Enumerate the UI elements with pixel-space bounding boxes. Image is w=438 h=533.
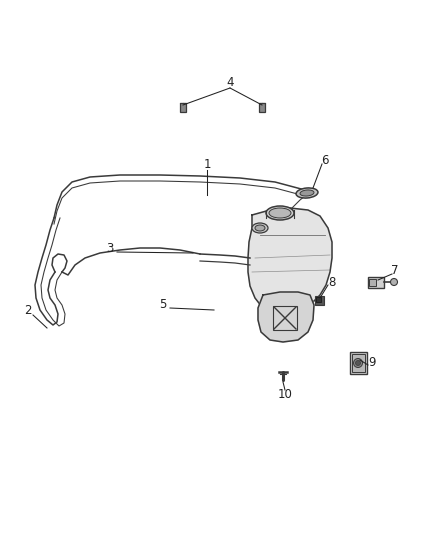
Ellipse shape <box>300 190 314 196</box>
Text: 1: 1 <box>203 158 211 172</box>
Bar <box>273 306 297 330</box>
Bar <box>368 277 384 288</box>
Ellipse shape <box>296 188 318 198</box>
Ellipse shape <box>356 360 360 366</box>
Text: 2: 2 <box>24 303 32 317</box>
Ellipse shape <box>353 359 363 367</box>
Ellipse shape <box>252 223 268 233</box>
Bar <box>315 296 324 305</box>
Text: 10: 10 <box>278 389 293 401</box>
Text: 6: 6 <box>321 154 329 166</box>
Text: 9: 9 <box>368 356 376 368</box>
Text: 5: 5 <box>159 298 167 311</box>
Bar <box>180 103 186 112</box>
Ellipse shape <box>255 225 265 231</box>
Polygon shape <box>248 208 332 314</box>
Text: 7: 7 <box>391 263 399 277</box>
Bar <box>316 297 321 302</box>
Bar <box>369 279 376 286</box>
Circle shape <box>391 279 398 286</box>
Bar <box>259 103 265 112</box>
Ellipse shape <box>266 206 294 220</box>
Ellipse shape <box>269 208 291 218</box>
Text: 4: 4 <box>226 77 234 90</box>
Bar <box>352 354 365 372</box>
Text: 8: 8 <box>328 276 336 288</box>
Bar <box>350 352 367 374</box>
Polygon shape <box>258 292 314 342</box>
Text: 3: 3 <box>106 243 114 255</box>
